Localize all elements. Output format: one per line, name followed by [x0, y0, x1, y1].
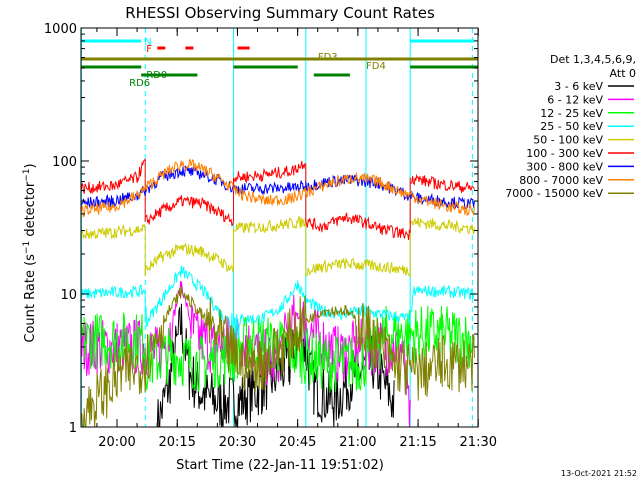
legend-label-7: 800 - 7000 keV: [519, 174, 603, 187]
x-tick-label-3: 20:45: [279, 435, 316, 450]
x-tick-label-5: 21:15: [399, 435, 436, 450]
x-tick-label-1: 20:15: [158, 435, 195, 450]
series-line-7: [80, 158, 475, 218]
x-tick-label-6: 21:30: [460, 435, 497, 450]
legend-title-line-2: Att 0: [610, 67, 636, 80]
legend-label-8: 7000 - 15000 keV: [505, 187, 603, 200]
timestamp: 13-Oct-2021 21:52: [561, 469, 637, 478]
legend-label-2: 12 - 25 keV: [540, 107, 603, 120]
legend-label-4: 50 - 100 keV: [533, 134, 603, 147]
series-line-3: [80, 265, 475, 351]
flag-label-rd6: RD6: [129, 78, 150, 89]
flag-label-fd4: FD4: [366, 61, 386, 72]
x-tick-label-4: 21:00: [339, 435, 376, 450]
chart-title: RHESSI Observing Summary Count Rates: [125, 4, 435, 22]
y-tick-label-2: 100: [52, 155, 77, 170]
y-tick-label-1: 10: [60, 288, 77, 303]
x-tick-label-0: 20:00: [98, 435, 135, 450]
legend-label-0: 3 - 6 keV: [554, 80, 603, 93]
series-line-4: [80, 216, 475, 279]
y-tick-label-0: 1: [69, 421, 77, 436]
series-line-1: [80, 280, 411, 428]
plot-area: NFFD3FD4RD0RD6: [80, 28, 478, 429]
series-line-8: [80, 285, 475, 428]
legend-label-5: 100 - 300 keV: [526, 147, 603, 160]
legend-title-line-1: Det 1,3,4,5,6,9,: [550, 53, 636, 66]
x-axis-label: Start Time (22-Jan-11 19:51:02): [176, 458, 384, 473]
x-tick-label-2: 20:30: [219, 435, 256, 450]
flag-label-fd3: FD3: [318, 52, 338, 63]
flag-label-f: F: [146, 44, 152, 55]
series-line-0: [156, 303, 395, 429]
legend-label-1: 6 - 12 keV: [547, 93, 603, 106]
flag-label-n: N: [144, 37, 151, 48]
legend-label-3: 25 - 50 keV: [540, 120, 603, 133]
axes: 20:00 20:15 20:30 20:45 21:00 21:15 21:30 1 10 10…: [44, 22, 497, 450]
plot-frame: [80, 27, 479, 428]
series-line-5: [80, 158, 475, 240]
y-axis-label: Count Rate (s−1 detector−1): [22, 163, 38, 342]
legend-label-6: 300 - 800 keV: [526, 160, 603, 173]
series-line-2: [80, 305, 475, 393]
y-tick-label-3: 1000: [44, 22, 77, 37]
